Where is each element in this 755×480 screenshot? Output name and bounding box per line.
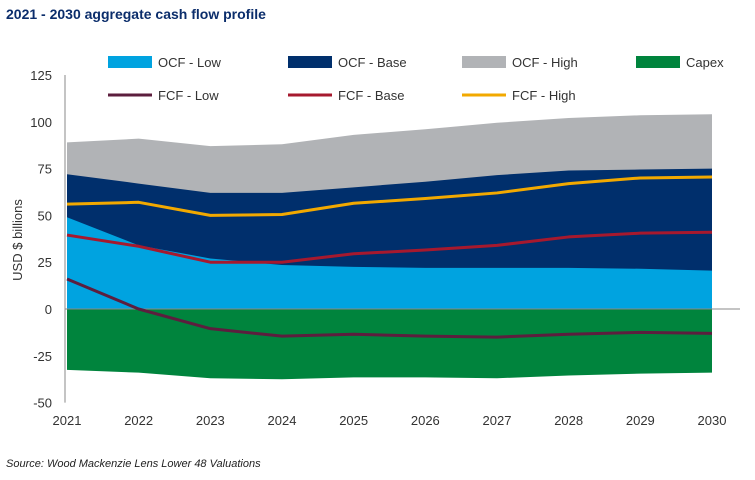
y-tick-label: 100	[30, 115, 52, 130]
x-tick-label: 2028	[554, 413, 583, 428]
legend-label: OCF - Base	[338, 55, 407, 70]
y-tick-label: -50	[33, 396, 52, 411]
legend-label: FCF - Base	[338, 88, 404, 103]
legend-swatch	[108, 56, 152, 68]
legend-label: FCF - Low	[158, 88, 219, 103]
legend-swatch	[462, 56, 506, 68]
legend-label: FCF - High	[512, 88, 576, 103]
legend-label: Capex	[686, 55, 724, 70]
x-tick-label: 2023	[196, 413, 225, 428]
y-axis-label: USD $ billions	[10, 199, 25, 281]
x-tick-label: 2025	[339, 413, 368, 428]
x-tick-label: 2022	[124, 413, 153, 428]
x-tick-label: 2029	[626, 413, 655, 428]
line-fcf-high	[66, 175, 713, 217]
legend-swatch	[288, 56, 332, 68]
area-capex	[67, 309, 712, 380]
legend-label: OCF - High	[512, 55, 578, 70]
y-tick-label: 75	[38, 162, 52, 177]
y-tick-label: -25	[33, 349, 52, 364]
y-tick-label: 0	[45, 302, 52, 317]
y-tick-label: 125	[30, 68, 52, 83]
x-tick-label: 2024	[268, 413, 297, 428]
legend-swatch	[636, 56, 680, 68]
x-tick-label: 2027	[483, 413, 512, 428]
source-note: Source: Wood Mackenzie Lens Lower 48 Val…	[6, 458, 261, 470]
y-tick-label: 25	[38, 255, 52, 270]
area-ocf-low	[67, 217, 712, 309]
y-tick-label: 50	[38, 208, 52, 223]
line-fcf-base	[66, 230, 713, 264]
line-fcf-low	[66, 277, 713, 339]
x-tick-label: 2030	[698, 413, 727, 428]
chart-title: 2021 - 2030 aggregate cash flow profile	[6, 6, 266, 22]
legend-label: OCF - Low	[158, 55, 221, 70]
x-tick-label: 2021	[53, 413, 82, 428]
x-tick-label: 2026	[411, 413, 440, 428]
